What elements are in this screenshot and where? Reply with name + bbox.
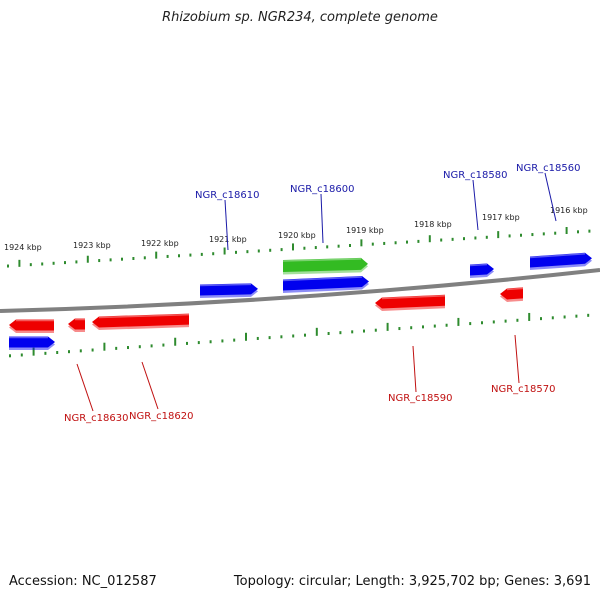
- gene-label[interactable]: NGR_c18580: [443, 170, 508, 181]
- gene-leader-line: [472, 179, 479, 231]
- gene-feature-forward[interactable]: [469, 263, 494, 278]
- gene-label[interactable]: NGR_c18570: [491, 384, 556, 395]
- ruler-label: 1919 kbp: [346, 226, 384, 235]
- gene-leader-line: [320, 193, 324, 244]
- gene-leader-line: [224, 199, 229, 251]
- gene-label[interactable]: NGR_c18630: [64, 413, 129, 424]
- ruler-label: 1918 kbp: [414, 220, 452, 229]
- gene-feature-reverse[interactable]: [9, 319, 54, 334]
- gene-feature-forward[interactable]: [282, 276, 369, 293]
- gene-feature-forward[interactable]: [199, 283, 258, 298]
- gene-label-leaders: [76, 172, 557, 412]
- gene-label[interactable]: NGR_c18620: [129, 411, 194, 422]
- upper-tick-track: [7, 227, 591, 268]
- gene-leader-line: [76, 363, 94, 412]
- gene-feature-reverse[interactable]: [500, 287, 524, 302]
- genome-backbone: [0, 268, 600, 313]
- gene-labels: NGR_c18560 NGR_c18570 NGR_c18580 NGR_c18590…: [64, 163, 581, 424]
- gene-feature-reverse[interactable]: [68, 318, 85, 333]
- gene-label[interactable]: NGR_c18560: [516, 163, 581, 174]
- gene-features: [9, 252, 592, 351]
- gene-feature-forward[interactable]: [529, 252, 592, 270]
- gene-leader-line: [514, 334, 520, 384]
- ruler-label: 1923 kbp: [73, 241, 111, 250]
- gene-leader-line: [141, 361, 159, 410]
- accession-text: Accession: NC_012587: [9, 574, 157, 589]
- gene-feature-reverse[interactable]: [375, 294, 446, 311]
- ruler-label: 1924 kbp: [4, 243, 42, 252]
- gene-leader-line: [544, 172, 557, 222]
- ruler-label: 1922 kbp: [141, 239, 179, 248]
- gene-feature-forward[interactable]: [9, 336, 55, 351]
- ruler-labels: 1924 kbp 1923 kbp 1922 kbp 1921 kbp 1920 kbp…: [4, 206, 588, 252]
- ruler-label: 1916 kbp: [550, 206, 588, 215]
- ruler-label: 1917 kbp: [482, 213, 520, 222]
- genome-summary-text: Topology: circular; Length: 3,925,702 bp…: [233, 574, 591, 589]
- gene-leader-line: [412, 345, 417, 393]
- genome-title: Rhizobium sp. NGR234, complete genome: [162, 10, 438, 25]
- ruler-label: 1920 kbp: [278, 231, 316, 240]
- gene-label[interactable]: NGR_c18610: [195, 190, 260, 201]
- gene-feature-reverse[interactable]: [92, 313, 190, 330]
- gene-feature-selected[interactable]: [282, 257, 368, 275]
- lower-tick-track: [9, 312, 590, 358]
- gene-label[interactable]: NGR_c18600: [290, 184, 355, 195]
- gene-label[interactable]: NGR_c18590: [388, 393, 453, 404]
